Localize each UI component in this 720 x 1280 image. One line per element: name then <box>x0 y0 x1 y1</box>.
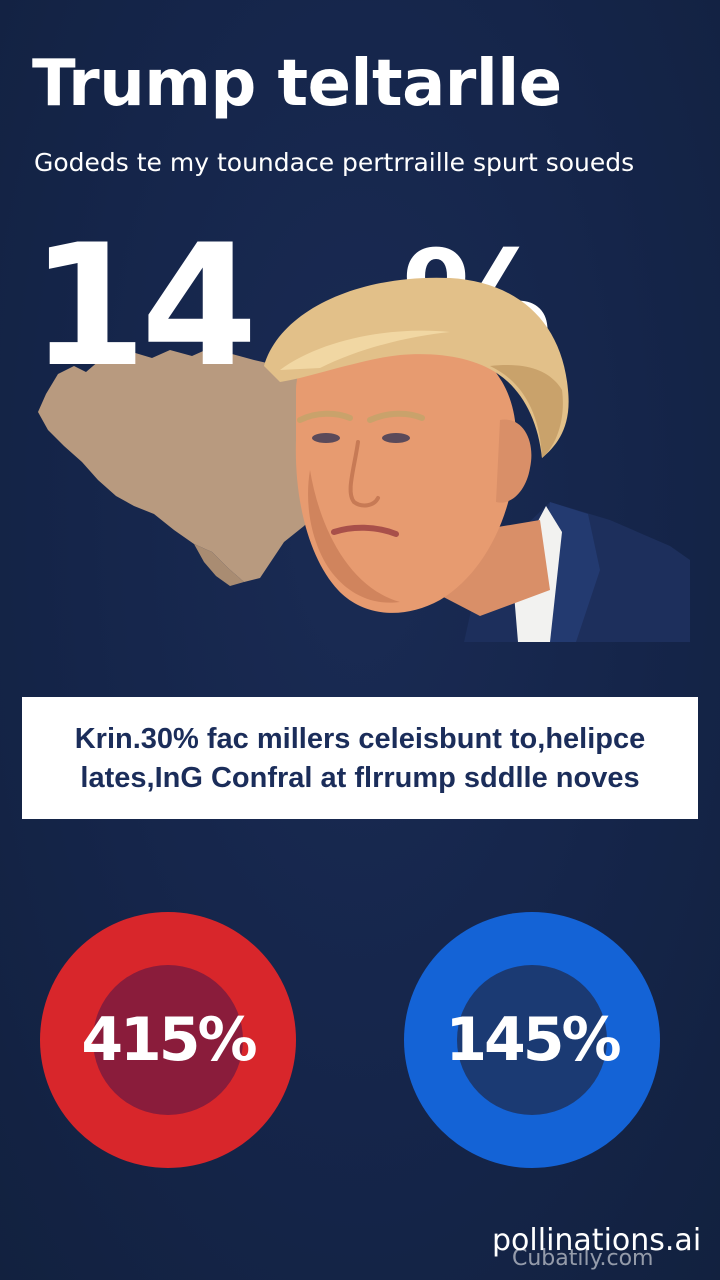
hero-stat-number: 14 <box>30 208 258 404</box>
subheadline: Godeds te my toundace pertrraille spurt … <box>34 148 635 177</box>
stat-circle-red: 415% <box>40 912 296 1168</box>
stat-circle-blue-inner <box>457 965 607 1115</box>
politician-portrait <box>264 277 690 642</box>
stat-value-blue: 145% <box>445 1005 621 1075</box>
headline: Trump teltarlle <box>32 47 562 121</box>
headline-banner: Krin.30% fac millers celeisbunt to,helip… <box>22 697 698 819</box>
watermark-ghost-text: Cubatily.com <box>512 1246 654 1271</box>
stat-circle-red-inner <box>93 965 243 1115</box>
stat-value-red: 415% <box>81 1005 257 1075</box>
region-map-silhouette <box>38 348 350 586</box>
banner-line-2: lates,InG Confral at flrrump sddlle nove… <box>80 762 640 794</box>
stat-circle-blue: 145% <box>404 912 660 1168</box>
watermark-text: pollinations.ai <box>492 1223 702 1258</box>
banner-line-1: Krin.30% fac millers celeisbunt to,helip… <box>74 723 646 755</box>
